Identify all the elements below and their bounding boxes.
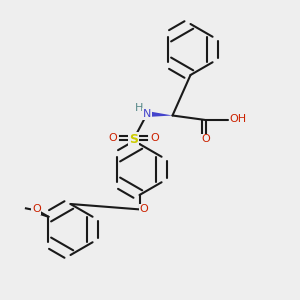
Text: O: O bbox=[140, 204, 148, 214]
Text: O: O bbox=[32, 204, 41, 214]
Polygon shape bbox=[147, 111, 172, 117]
Text: N: N bbox=[143, 109, 151, 119]
Text: H: H bbox=[135, 103, 144, 113]
Text: O: O bbox=[201, 134, 210, 145]
Text: O: O bbox=[108, 133, 117, 143]
Text: S: S bbox=[129, 133, 138, 146]
Text: OH: OH bbox=[230, 114, 247, 124]
Text: O: O bbox=[150, 133, 159, 143]
